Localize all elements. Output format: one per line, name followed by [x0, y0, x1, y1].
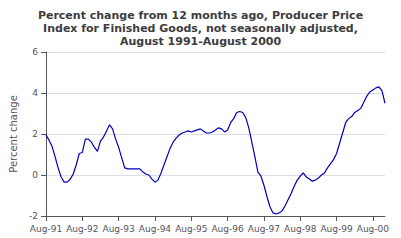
svg-text:2: 2	[32, 129, 38, 139]
svg-text:Aug-97: Aug-97	[248, 224, 280, 234]
svg-text:Aug-96: Aug-96	[211, 224, 244, 234]
svg-text:-2: -2	[29, 211, 38, 221]
svg-text:6: 6	[32, 47, 38, 57]
svg-text:Aug-91: Aug-91	[30, 224, 62, 234]
svg-text:4: 4	[32, 88, 38, 98]
svg-text:Index for Finished Goods, not: Index for Finished Goods, not seasonally…	[43, 22, 358, 35]
svg-text:Aug-99: Aug-99	[320, 224, 353, 234]
svg-text:Aug-92: Aug-92	[66, 224, 98, 234]
svg-text:Aug-98: Aug-98	[284, 224, 317, 234]
svg-text:Percent change from 12 months: Percent change from 12 months ago, Produ…	[38, 9, 363, 22]
svg-text:August 1991-August 2000: August 1991-August 2000	[120, 35, 282, 48]
svg-text:Percent change: Percent change	[8, 95, 19, 173]
svg-text:Aug-95: Aug-95	[175, 224, 207, 234]
svg-text:Aug-00: Aug-00	[357, 224, 390, 234]
svg-text:Aug-93: Aug-93	[103, 224, 135, 234]
svg-text:Aug-94: Aug-94	[139, 224, 172, 234]
svg-text:0: 0	[32, 170, 38, 180]
